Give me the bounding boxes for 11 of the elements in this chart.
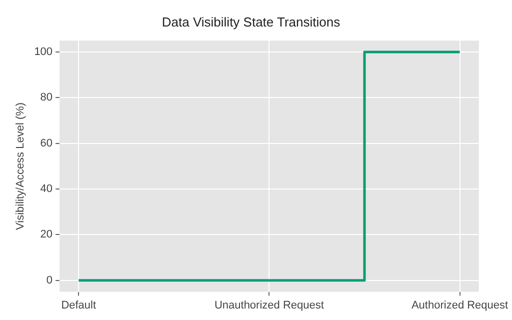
- y-tick-label: 40: [40, 183, 53, 196]
- x-tick-label: Unauthorized Request: [214, 299, 324, 312]
- chart-title: Data Visibility State Transitions: [162, 14, 341, 30]
- y-tick-label: 100: [34, 46, 53, 58]
- x-tick-label: Authorized Request: [411, 299, 508, 312]
- y-tick-label: 60: [40, 137, 53, 150]
- x-tick-label: Default: [61, 299, 96, 312]
- y-tick-label: 20: [40, 228, 53, 241]
- y-axis-title: Visibility/Access Level (%): [14, 102, 27, 230]
- y-tick-label: 80: [40, 92, 53, 104]
- y-tick-label: 0: [46, 274, 53, 286]
